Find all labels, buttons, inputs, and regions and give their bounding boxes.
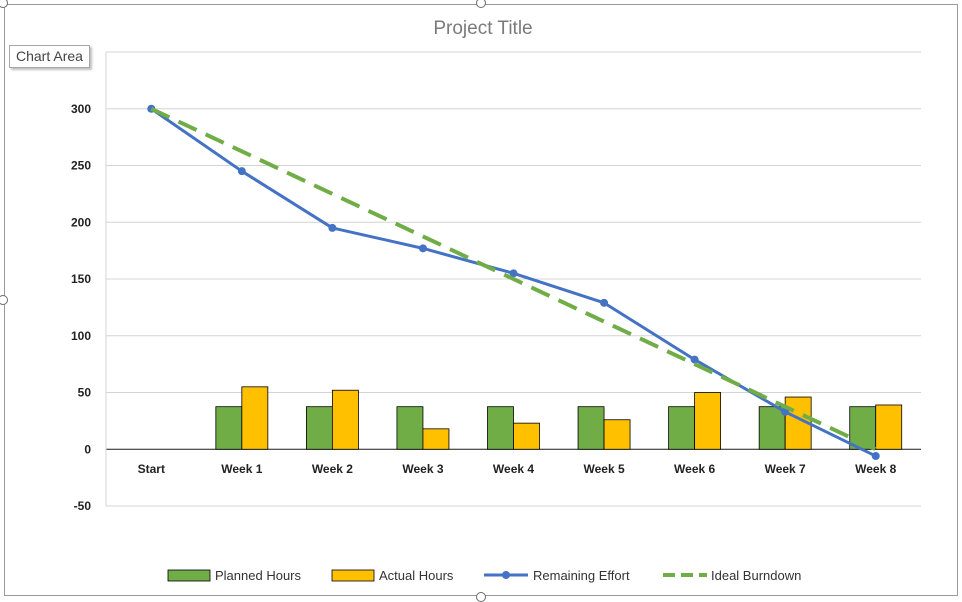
y-tick-label: -50 bbox=[74, 499, 92, 513]
y-tick-label: 200 bbox=[71, 215, 91, 229]
legend-marker bbox=[502, 571, 510, 579]
x-tick-label: Week 2 bbox=[312, 462, 353, 476]
resize-handle-left-middle[interactable] bbox=[0, 295, 8, 305]
x-tick-label: Week 3 bbox=[402, 462, 443, 476]
bar-actual-hours bbox=[422, 428, 450, 450]
bar-series[interactable] bbox=[215, 386, 903, 450]
x-axis[interactable]: Start Week 1 Week 2 Week 3 Week 4 Week 5 Week … bbox=[138, 462, 897, 476]
y-axis[interactable]: -50 0 50 100 150 200 250 300 bbox=[71, 102, 91, 513]
bar-actual-hours bbox=[241, 386, 269, 450]
y-tick-label: 100 bbox=[71, 329, 91, 343]
legend-swatch bbox=[331, 569, 375, 582]
y-tick-label: 0 bbox=[84, 442, 91, 456]
y-tick-label: 300 bbox=[71, 102, 91, 116]
bar-actual-hours bbox=[694, 392, 722, 450]
x-tick-label: Week 7 bbox=[765, 462, 806, 476]
legend-item-planned-hours[interactable]: Planned Hours bbox=[167, 568, 301, 583]
legend-label: Actual Hours bbox=[379, 568, 454, 583]
x-tick-label: Week 1 bbox=[221, 462, 262, 476]
x-tick-label: Week 8 bbox=[855, 462, 896, 476]
bar-actual-hours bbox=[513, 422, 540, 450]
bar-planned-hours bbox=[396, 406, 424, 450]
legend-item-actual-hours[interactable]: Actual Hours bbox=[331, 568, 454, 583]
y-tick-label: 250 bbox=[71, 159, 91, 173]
marker-remaining-effort bbox=[690, 355, 699, 364]
line-ideal-burndown bbox=[150, 106, 877, 452]
y-tick-label: 50 bbox=[78, 386, 92, 400]
marker-remaining-effort bbox=[237, 167, 246, 176]
bar-planned-hours bbox=[305, 406, 333, 450]
x-tick-label: Week 4 bbox=[493, 462, 534, 476]
legend-label: Planned Hours bbox=[215, 568, 301, 583]
legend-label: Remaining Effort bbox=[533, 568, 630, 583]
bar-actual-hours bbox=[331, 389, 359, 450]
legend[interactable]: Planned Hours Actual Hours Remaining Effor… bbox=[167, 568, 801, 583]
y-tick-label: 150 bbox=[71, 272, 91, 286]
bar-planned-hours bbox=[215, 406, 243, 450]
line-series[interactable] bbox=[147, 104, 880, 461]
bar-planned-hours bbox=[668, 406, 696, 450]
resize-handle-top-left[interactable] bbox=[0, 0, 8, 8]
legend-item-ideal-burndown[interactable]: Ideal Burndown bbox=[663, 568, 801, 583]
bar-planned-hours bbox=[758, 406, 786, 450]
bar-actual-hours bbox=[603, 419, 631, 450]
chart-title[interactable]: Project Title bbox=[433, 18, 532, 39]
legend-label: Ideal Burndown bbox=[711, 568, 801, 583]
marker-remaining-effort bbox=[600, 298, 609, 307]
chart-area-tooltip: Chart Area bbox=[9, 45, 90, 68]
bar-actual-hours bbox=[875, 404, 903, 450]
marker-remaining-effort bbox=[328, 223, 337, 232]
legend-item-remaining-effort[interactable]: Remaining Effort bbox=[484, 568, 630, 583]
marker-remaining-effort bbox=[418, 244, 427, 253]
marker-remaining-effort bbox=[871, 452, 880, 461]
bar-planned-hours bbox=[487, 406, 514, 450]
bar-planned-hours bbox=[577, 406, 605, 450]
marker-remaining-effort bbox=[509, 269, 518, 278]
legend-swatch bbox=[167, 569, 211, 582]
x-tick-label: Week 6 bbox=[674, 462, 715, 476]
x-tick-label: Start bbox=[138, 462, 165, 476]
resize-handle-top-center[interactable] bbox=[476, 0, 486, 8]
x-tick-label: Week 5 bbox=[583, 462, 624, 476]
